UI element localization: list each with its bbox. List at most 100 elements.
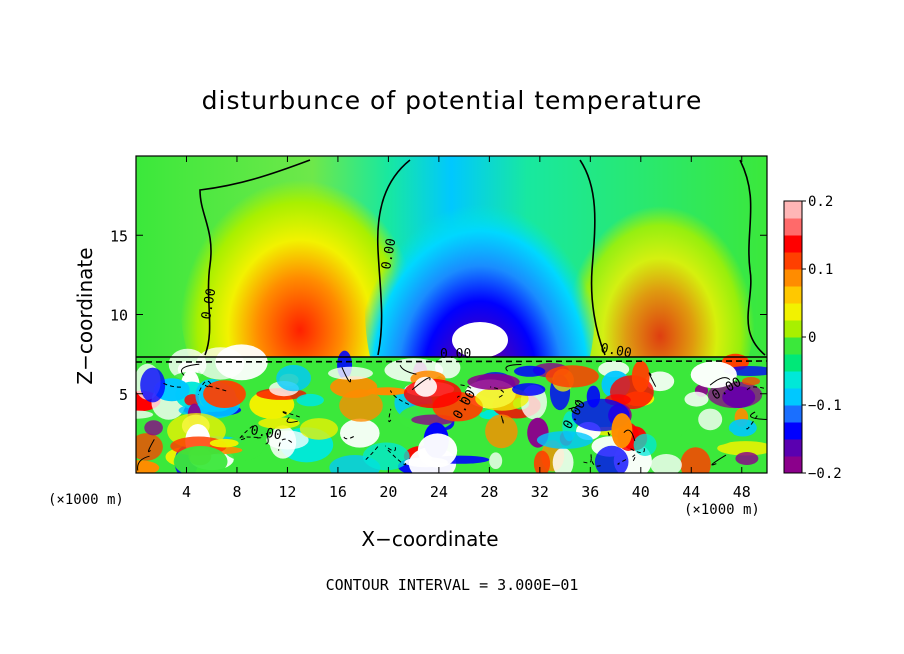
contour-label: 0.00 [199,287,219,320]
contour-line [581,458,592,464]
turbulence-cell [140,367,166,403]
turbulence-cell [404,457,448,468]
contour-label: 0.00 [249,423,282,443]
turbulence-cell [136,410,154,419]
colorbar-swatch [784,201,802,219]
turbulence-cell [680,447,711,473]
contour-line [623,429,636,442]
contour-line [265,432,269,445]
colorbar-swatch [784,337,802,355]
contour-interval-note: CONTOUR INTERVAL = 3.000E−01 [325,576,579,594]
turbulence-cell [650,454,682,473]
turbulence-cell [536,431,593,449]
contour-line [240,436,262,439]
colorbar-swatch [784,269,802,287]
turbulence-cell [367,387,408,396]
contour-line [286,416,298,423]
colorbar-swatch [784,371,802,389]
turbulence-cell [173,446,228,473]
turbulence-cell [690,361,737,389]
contour-line [411,377,431,391]
turbulence-cell [533,450,551,473]
contour-line [460,384,473,392]
x-tick-label: 24 [430,483,448,501]
turbulence-cell [258,417,300,429]
colorbar-swatch [784,439,802,457]
turbulence-cell [339,389,383,422]
x-tick-label: 12 [278,483,296,501]
colorbar-tick-label: 0.2 [808,194,833,210]
turbulence-cell [276,364,311,392]
colorbar-tick-label: −0.2 [808,466,842,482]
contour-line [711,454,727,466]
contour-label: 0.00 [440,347,471,362]
contour-line [278,438,293,451]
colorbar-tick-label: 0 [808,330,816,346]
x-tick-label: 4 [182,483,191,501]
x-tick-label: 8 [232,483,241,501]
turbulence-cell [203,380,246,408]
x-unit-label-left: (×1000 m) [48,492,124,508]
turbulence-cell [296,393,324,407]
turbulence-cell [340,418,380,448]
contour-line [746,413,759,430]
turbulence-cell [514,365,546,377]
x-tick-label: 28 [480,483,498,501]
x-axis-label: X−coordinate [361,527,499,551]
contour-line [161,381,181,388]
contour-line [709,377,731,386]
contour-line [607,431,611,438]
contour-line [343,435,355,440]
turbulence-cell [196,347,245,380]
contour-line [648,372,657,387]
x-tick-label: 36 [581,483,599,501]
turbulence-cell [717,441,767,456]
contour-line [239,424,255,441]
x-unit-label-right: (×1000 m) [684,502,760,518]
turbulence-cell [633,433,657,456]
turbulence-cell [414,376,437,397]
x-tick-label: 48 [733,483,751,501]
contour-line [490,386,505,398]
colorbar-swatch [784,405,802,423]
colorbar-swatch [784,252,802,270]
contour-line [281,410,300,418]
colorbar-swatch [784,456,802,474]
contour-line [197,380,212,395]
contour-line [341,366,352,383]
colorbar-swatch [784,235,802,253]
turbulence-cell [266,430,309,450]
turbulence-cell [680,426,735,447]
x-tick-label: 44 [682,483,700,501]
contour-line [457,395,464,403]
contour-line [386,448,407,466]
colorbar-swatch [784,286,802,304]
contour-line [147,439,155,453]
contour-line [628,447,645,454]
colorbar: 0.2 0.1 0 −0.1 −0.2 [783,194,842,482]
contour-line [746,386,767,391]
contour-label: 0.00 [379,237,399,270]
x-tick-label: 32 [531,483,549,501]
contour-line [389,390,410,405]
x-tick-label: 16 [329,483,347,501]
turbulence-cell [136,433,163,461]
turbulence-cell [728,419,757,437]
contour-line [579,159,606,356]
turbulence-cell [485,414,518,449]
x-tick-label: 20 [379,483,397,501]
y-tick-label: 5 [119,386,128,404]
chart-title: disturbunce of potential temperature [201,86,703,115]
colorbar-swatch [784,422,802,440]
colorbar-swatch [784,354,802,372]
contour-line [199,159,311,356]
contour-line [399,364,417,375]
contour-line [505,364,522,372]
contour-line [739,159,766,356]
contour-lines [136,159,767,363]
turbulence-cell [631,360,650,393]
contour-line [388,408,392,423]
turbulence-cell [209,438,239,448]
colorbar-tick-label: −0.1 [808,398,842,414]
